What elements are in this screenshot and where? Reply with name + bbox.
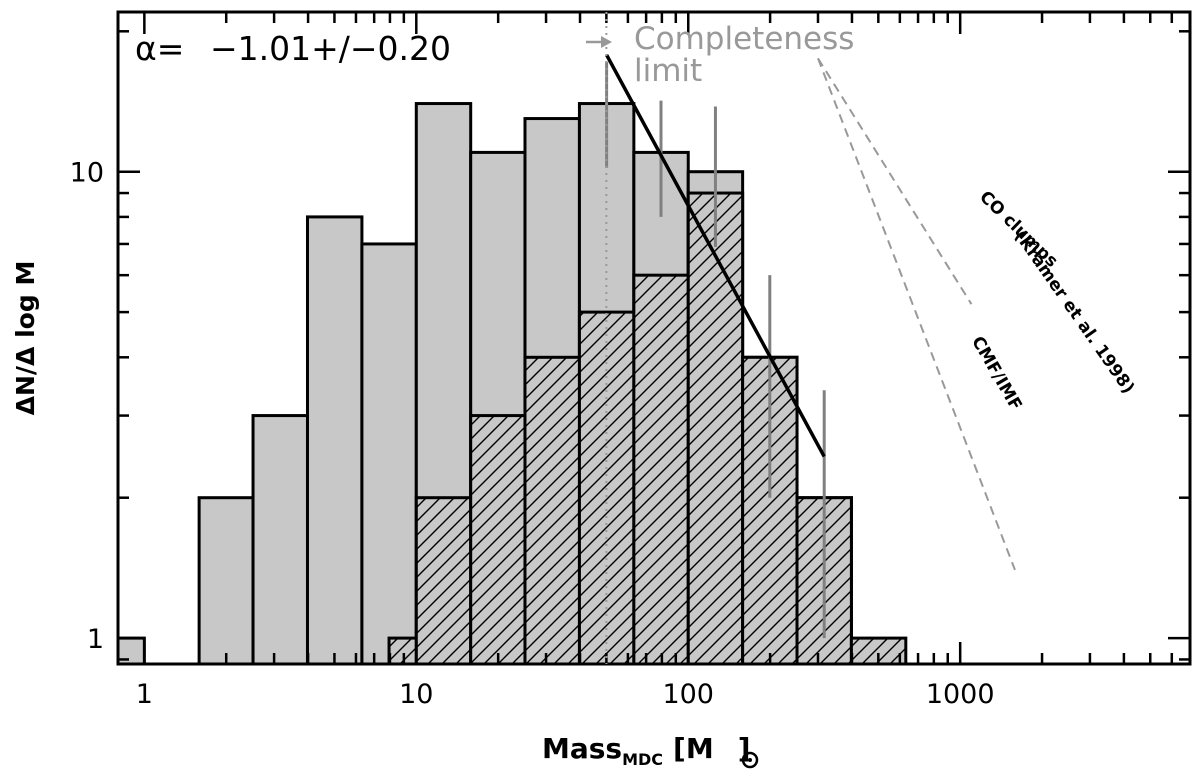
x-axis-label-unit-open: [M	[673, 732, 714, 765]
co-clumps-reference-line	[817, 57, 1016, 571]
x-axis-label-subscript: MDC	[622, 750, 663, 769]
x-axis-label-main: Mass	[542, 732, 622, 765]
bar-all	[197, 496, 255, 666]
x-axis-label: MassMDC [M]	[542, 732, 751, 769]
cmf-imf-reference-line	[817, 57, 973, 305]
x-axis-label-unit-close: ]	[738, 732, 751, 765]
bar-all	[360, 242, 418, 666]
x-tick-label: 1000	[926, 679, 995, 710]
y-tick-label: 1	[87, 624, 104, 655]
histogram-subset	[387, 191, 908, 666]
x-tick-label: 100	[662, 679, 714, 710]
bar-all	[305, 215, 364, 666]
alpha-label: α=	[135, 29, 184, 68]
x-tick-label: 10	[399, 679, 433, 710]
sun-symbol	[741, 751, 759, 769]
bar-subset	[849, 636, 908, 666]
completeness-label-line1: Completeness	[634, 21, 854, 57]
y-tick-label: 10	[70, 158, 104, 189]
bar-subset	[632, 273, 690, 666]
bar-all	[251, 414, 309, 666]
x-tick-label: 1	[136, 679, 153, 710]
bar-subset	[686, 191, 745, 666]
alpha-value: −1.01+/−0.20	[210, 29, 451, 68]
co-clumps-label-line2: (Kramer et al. 1998)	[1010, 227, 1138, 398]
bar-subset	[414, 496, 473, 666]
cmf-imf-label: CMF/IMF	[967, 333, 1025, 414]
axes: 1 10 100 1000 1 10	[70, 10, 1192, 710]
completeness-label-line2: limit	[634, 53, 702, 89]
power-law-fit-line	[605, 54, 826, 458]
y-axis-label: ΔN/Δ log M	[11, 261, 40, 416]
bar-subset	[523, 355, 581, 666]
bar-subset	[469, 414, 527, 666]
plot-frame	[116, 10, 1192, 666]
completeness-arrow	[586, 36, 612, 48]
